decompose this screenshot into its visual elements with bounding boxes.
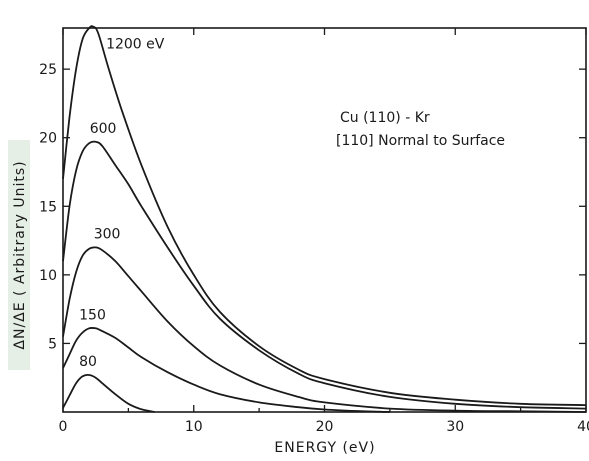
y-axis-label-background (8, 140, 30, 370)
annotation-line-2: [110] Normal to Surface (336, 133, 505, 149)
series-line-1200-ev (62, 25, 587, 406)
plot-border (62, 27, 587, 413)
x-axis-label: ENERGY (eV) (274, 440, 375, 456)
y-tick-label: 25 (39, 62, 57, 78)
plot-frame (62, 27, 587, 413)
series-line-150 (62, 327, 390, 413)
series-label: 80 (79, 354, 97, 370)
annotation-line-1: Cu (110) - Kr (340, 110, 430, 126)
series-label: 300 (94, 226, 121, 242)
x-tick-label: 20 (316, 419, 334, 435)
y-tick-label: 10 (39, 268, 57, 284)
x-tick-label: 0 (59, 419, 68, 435)
x-tick-label: 30 (446, 419, 464, 435)
series-curves (62, 25, 587, 413)
y-tick-label: 5 (48, 336, 57, 352)
y-tick-label: 20 (39, 131, 57, 147)
chart-annotation: Cu (110) - Kr [110] Normal to Surface (336, 110, 505, 149)
series-line-300 (62, 246, 587, 413)
y-tick-label: 15 (39, 199, 57, 215)
series-label: 150 (79, 307, 106, 323)
x-tick-label: 10 (185, 419, 203, 435)
x-tick-label: 40 (577, 419, 589, 435)
series-label: 600 (90, 121, 117, 137)
series-line-80 (62, 373, 155, 413)
series-labels: 1200 eV 600 300 150 80 (79, 37, 165, 370)
y-axis-label: ΔN/ΔE ( Arbitrary Units) (12, 160, 28, 349)
series-label: 1200 eV (106, 37, 165, 53)
series-line-600 (62, 140, 587, 410)
axis-ticks: 0 10 20 30 40 5 10 15 20 25 (39, 28, 589, 435)
